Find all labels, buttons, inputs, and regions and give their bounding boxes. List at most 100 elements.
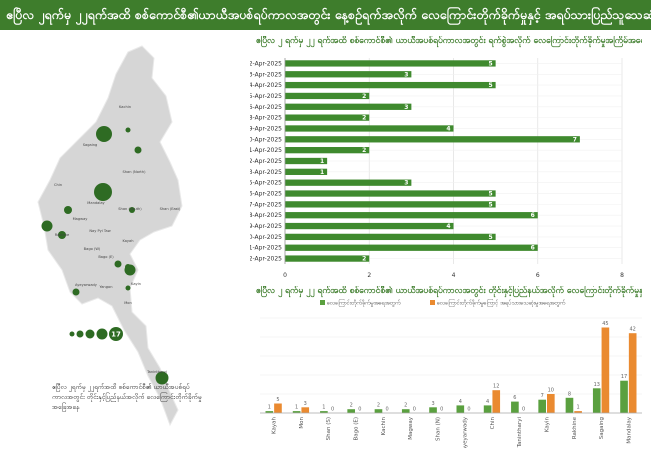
daily-bar xyxy=(285,92,370,100)
map-bubble-ayeyarwady xyxy=(72,288,80,296)
daily-category-label: 18-Apr-2025 xyxy=(250,212,282,219)
map-label-mandalay: Mandalay xyxy=(87,201,105,205)
daily-category-label: 20-Apr-2025 xyxy=(250,234,282,241)
region-category-label: Chin xyxy=(490,416,496,429)
region-category-label: Shan (N) xyxy=(435,417,441,441)
region-bar-value: 8 xyxy=(568,391,571,397)
region-bar-deaths xyxy=(601,327,610,413)
map-label-sagaing: Sagaing xyxy=(83,143,98,147)
region-airstrikes-chart: ဧပြီလ ၂ ရက်မှ ၂၂ ရက်အထိ စစ်ကောင်စီ၏ ယာယီ… xyxy=(250,286,648,448)
daily-bar-value: 7 xyxy=(573,136,577,143)
region-bar-value: 0 xyxy=(522,407,525,413)
region-bar-value: 12 xyxy=(493,384,499,390)
region-bar-value: 42 xyxy=(629,327,635,333)
region-bar-deaths xyxy=(574,411,582,413)
region-bar-airstrikes xyxy=(592,388,601,413)
region-bar-airstrikes xyxy=(429,407,437,413)
map-bubble-mandalay xyxy=(94,183,112,201)
region-bar-airstrikes xyxy=(483,405,492,413)
map-label-bago-e: Bago (E) xyxy=(98,255,114,259)
daily-bar xyxy=(285,190,496,197)
daily-category-label: 8-Apr-2025 xyxy=(250,115,282,122)
region-legend: လေကြောင်းတိုက်ခိုက်မှုအရေအတွက် လေကြောင်းတ… xyxy=(320,298,565,308)
daily-category-label: 15-Apr-2025 xyxy=(250,180,282,187)
region-bar-value: 0 xyxy=(386,407,389,413)
region-legend-swatch xyxy=(430,300,435,305)
region-bar-value: 1 xyxy=(295,405,298,411)
daily-bar-value: 2 xyxy=(362,256,366,263)
daily-category-label: 9-Apr-2025 xyxy=(250,125,282,132)
daily-bar-value: 5 xyxy=(488,82,492,89)
daily-category-label: 19-Apr-2025 xyxy=(250,223,282,230)
daily-bar xyxy=(285,212,538,219)
region-bar-value: 4 xyxy=(459,399,462,405)
daily-category-label: 10-Apr-2025 xyxy=(250,136,282,143)
region-bar-deaths xyxy=(274,403,282,413)
map-bubble-mon xyxy=(125,285,131,291)
region-bar-airstrikes xyxy=(320,411,328,413)
region-bar-value: 7 xyxy=(541,393,544,399)
map-size-legend: 17 xyxy=(69,327,123,341)
region-bar-airstrikes xyxy=(511,401,519,413)
region-category-label: Magway xyxy=(408,416,414,439)
map-bubble-shan-north xyxy=(134,146,142,154)
daily-bar-value: 2 xyxy=(362,115,366,122)
daily-bar-value: 4 xyxy=(446,125,450,132)
map-label-shan-east: Shan (East) xyxy=(160,207,181,211)
map-label-nay-pyi-taw: Nay Pyi Taw xyxy=(89,229,110,233)
region-category-label: Mandalay xyxy=(626,416,632,443)
region-bar-value: 6 xyxy=(513,395,516,401)
daily-bar xyxy=(285,136,580,143)
daily-bar xyxy=(285,60,496,67)
daily-x-tick: 6 xyxy=(536,272,540,279)
region-bar-value: 4 xyxy=(486,399,489,405)
region-bar-deaths xyxy=(547,394,555,413)
map-label-shan-north: Shan (North) xyxy=(122,170,146,174)
daily-x-tick: 4 xyxy=(452,272,456,279)
region-bar-value: 45 xyxy=(602,321,608,327)
map-bubble-magway xyxy=(58,231,66,239)
daily-bar xyxy=(285,81,496,89)
region-bar-airstrikes xyxy=(401,409,410,413)
daily-chart-title: ဧပြီလ ၂ ရက်မှ ၂၂ ရက်အထိ စစ်ကောင်စီ၏ ယာယီ… xyxy=(256,36,642,46)
map-bubble-kachin xyxy=(125,127,131,133)
daily-category-label: 21-Apr-2025 xyxy=(250,245,282,252)
daily-x-tick: 0 xyxy=(283,272,287,279)
daily-bar-value: 4 xyxy=(446,223,450,230)
daily-category-label: 22-Apr-2025 xyxy=(250,256,282,263)
map-bubble-chin xyxy=(64,206,72,214)
region-bar-value: 3 xyxy=(304,401,307,407)
daily-bar xyxy=(285,244,538,251)
daily-airstrikes-chart: ဧပြီလ ၂ ရက်မှ ၂၂ ရက်အထိ စစ်ကောင်စီ၏ ယာယီ… xyxy=(250,36,648,280)
region-bar-value: 0 xyxy=(413,407,416,413)
daily-bar xyxy=(285,71,412,78)
daily-bar xyxy=(285,179,412,186)
daily-bar xyxy=(285,147,370,154)
daily-bar xyxy=(285,125,454,132)
region-category-label: Tanintharyi xyxy=(517,417,523,448)
region-category-label: Sagaing xyxy=(599,417,605,439)
daily-bar-value: 1 xyxy=(320,158,324,165)
daily-category-label: 5-Apr-2025 xyxy=(250,93,282,100)
daily-bar xyxy=(285,103,412,110)
region-category-label: Kayah xyxy=(272,416,278,434)
daily-bar xyxy=(285,157,328,165)
daily-bar-value: 1 xyxy=(320,169,324,176)
daily-bar-value: 5 xyxy=(488,60,492,67)
daily-bar xyxy=(285,201,496,208)
daily-category-label: 3-Apr-2025 xyxy=(250,71,282,78)
region-bar-value: 0 xyxy=(358,407,361,413)
region-bar-value: 2 xyxy=(377,403,380,409)
region-bar-value: 3 xyxy=(431,401,434,407)
daily-bar-value: 2 xyxy=(362,147,366,154)
region-bar-value: 1 xyxy=(268,405,271,411)
region-legend-swatch xyxy=(320,300,325,305)
daily-bar-value: 3 xyxy=(404,71,408,78)
daily-category-label: 12-Apr-2025 xyxy=(250,158,282,165)
region-bar-value: 13 xyxy=(594,382,600,388)
region-bar-value: 1 xyxy=(577,405,580,411)
region-chart-plot: လေကြောင်းတိုက်ခိုက်မှုအရေအတွက် လေကြောင်းတ… xyxy=(260,298,642,448)
daily-bar-value: 5 xyxy=(488,234,492,241)
region-bar-value: 2 xyxy=(350,403,353,409)
map-bubble-kayin xyxy=(124,264,136,276)
